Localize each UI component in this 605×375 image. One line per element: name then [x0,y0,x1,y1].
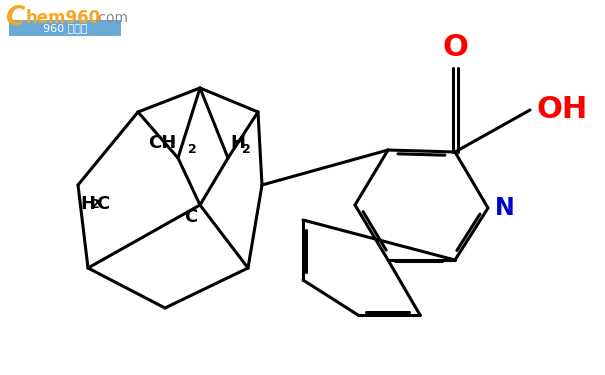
Text: .com: .com [94,11,128,25]
Text: C: C [96,195,110,213]
Text: H: H [230,134,245,152]
Text: C: C [184,208,197,226]
Text: N: N [495,196,515,220]
Text: CH: CH [148,134,176,152]
Text: 2: 2 [188,143,197,156]
Text: OH: OH [536,96,587,124]
FancyBboxPatch shape [9,20,121,36]
Text: H: H [80,195,95,213]
Text: C: C [5,5,25,31]
Text: 2: 2 [242,143,250,156]
Text: O: O [442,33,468,62]
Text: hem960: hem960 [26,9,101,27]
Text: 960 化工网: 960 化工网 [43,23,87,33]
Text: 2: 2 [91,198,100,211]
